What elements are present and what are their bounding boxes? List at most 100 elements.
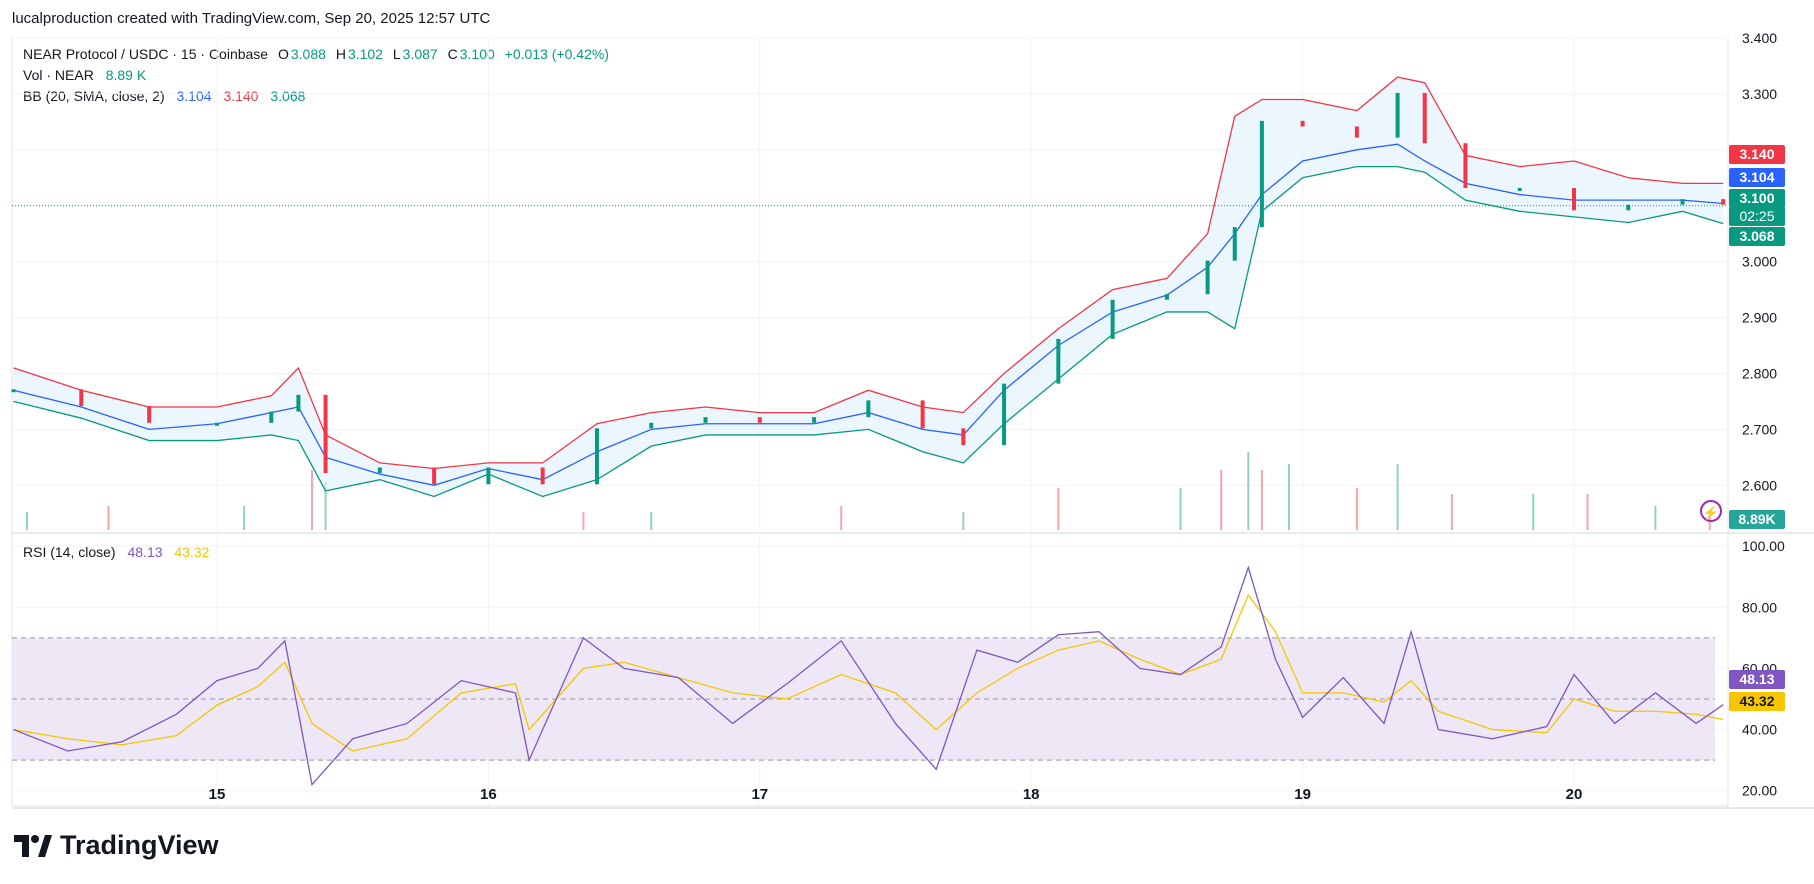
price-candle bbox=[1422, 92, 1427, 144]
bb-basis-value: 3.104 bbox=[176, 88, 212, 104]
bb-basis-line bbox=[13, 143, 1724, 486]
volume-bar bbox=[1396, 464, 1399, 530]
volume-bar bbox=[1247, 452, 1250, 530]
date-tick-label: 17 bbox=[751, 786, 768, 803]
volume-bar bbox=[1288, 464, 1291, 530]
lightning-icon[interactable]: ⚡ bbox=[1700, 500, 1722, 522]
rsi-pane bbox=[12, 565, 1724, 787]
credit-header: lucalproduction created with TradingView… bbox=[12, 10, 491, 27]
volume-bar bbox=[1220, 470, 1223, 530]
bb-band-fill bbox=[13, 77, 1724, 497]
volume-bar bbox=[1654, 506, 1657, 530]
price-candle bbox=[1395, 92, 1400, 138]
price-candle bbox=[1626, 204, 1631, 211]
price-tick-label: 3.300 bbox=[1742, 86, 1777, 102]
rsi-tick-label: 40.00 bbox=[1742, 722, 1777, 738]
volume-bar bbox=[310, 470, 313, 530]
price-candle bbox=[1517, 187, 1522, 191]
date-tick-label: 20 bbox=[1566, 786, 1583, 803]
price-candle bbox=[540, 467, 545, 485]
volume-bar bbox=[1586, 494, 1589, 530]
price-candle bbox=[961, 428, 966, 446]
price-candle bbox=[1300, 120, 1305, 127]
rsi-value: 48.13 bbox=[127, 544, 163, 560]
price-tick-label: 3.000 bbox=[1742, 254, 1777, 270]
volume-label: Vol · NEAR bbox=[23, 67, 94, 83]
rsi-legend[interactable]: RSI (14, close) 48.13 43.32 bbox=[23, 544, 211, 560]
rsi-tick-label: 100.00 bbox=[1742, 538, 1785, 554]
volume-bar bbox=[840, 506, 843, 530]
volume-legend[interactable]: Vol · NEAR 8.89 K bbox=[23, 67, 148, 83]
low-value: 3.087 bbox=[402, 46, 438, 62]
price-candle bbox=[594, 428, 599, 485]
volume-bar bbox=[1260, 470, 1263, 530]
bb-label: BB (20, SMA, close, 2) bbox=[23, 88, 165, 104]
price-candle bbox=[269, 411, 274, 423]
volume-bar bbox=[107, 506, 110, 530]
bb-upper-line bbox=[13, 76, 1724, 470]
price-candle bbox=[79, 389, 84, 406]
open-label: O bbox=[277, 46, 289, 62]
rsi-tick-label: 80.00 bbox=[1742, 599, 1777, 615]
price-candle bbox=[649, 422, 654, 429]
price-candle bbox=[215, 422, 219, 426]
price-candle bbox=[920, 400, 925, 429]
price-tick-label: 2.600 bbox=[1742, 477, 1777, 493]
change-value: +0.013 (+0.42%) bbox=[504, 46, 609, 62]
price-candle bbox=[1110, 299, 1115, 339]
price-candle bbox=[147, 406, 152, 423]
basis-tag: 3.104 bbox=[1729, 168, 1785, 187]
rsi-tag: 48.13 bbox=[1729, 670, 1785, 689]
price-candle bbox=[1680, 199, 1685, 205]
volume-value: 8.89 K bbox=[105, 67, 147, 83]
date-tick-label: 19 bbox=[1294, 786, 1311, 803]
price-candle bbox=[703, 417, 708, 423]
price-pane bbox=[11, 76, 1728, 498]
symbol-name: NEAR Protocol / USDC · 15 · Coinbase bbox=[23, 46, 269, 62]
price-candle bbox=[1002, 383, 1007, 446]
volume-bar bbox=[650, 512, 653, 530]
date-tick-label: 18 bbox=[1023, 786, 1040, 803]
open-value: 3.088 bbox=[290, 46, 326, 62]
bb-lower-value: 3.068 bbox=[270, 88, 306, 104]
price-candle bbox=[1232, 227, 1237, 261]
rsi-ma-value: 43.32 bbox=[174, 544, 210, 560]
bb-legend[interactable]: BB (20, SMA, close, 2) 3.104 3.140 3.068 bbox=[23, 88, 307, 104]
bb-upper-value: 3.140 bbox=[223, 88, 259, 104]
rsi-line bbox=[13, 565, 1724, 787]
close-label: C bbox=[447, 46, 458, 62]
price-tick-label: 2.900 bbox=[1742, 310, 1777, 326]
price-candle bbox=[296, 394, 301, 412]
high-value: 3.102 bbox=[347, 46, 383, 62]
volume-bar bbox=[962, 512, 965, 530]
price-candle bbox=[812, 417, 817, 423]
volume-bar bbox=[243, 506, 246, 530]
last-price-tag: 3.100 bbox=[1729, 189, 1785, 208]
price-candle bbox=[1354, 126, 1359, 138]
upper-band-tag: 3.140 bbox=[1729, 145, 1785, 164]
rsi-tick-label: 20.00 bbox=[1742, 783, 1777, 799]
date-tick-label: 16 bbox=[480, 786, 497, 803]
rsi-label: RSI (14, close) bbox=[23, 544, 116, 560]
price-candle bbox=[1463, 143, 1468, 188]
price-tick-label: 2.800 bbox=[1742, 365, 1777, 381]
brand-name: TradingView bbox=[60, 830, 219, 860]
price-candle bbox=[866, 400, 871, 418]
volume-bar bbox=[1450, 494, 1453, 530]
rsi-ma-tag: 43.32 bbox=[1729, 692, 1785, 711]
countdown-tag: 02:25 bbox=[1729, 207, 1785, 226]
symbol-legend[interactable]: NEAR Protocol / USDC · 15 · Coinbase O 3.… bbox=[23, 46, 611, 62]
price-candle bbox=[377, 467, 382, 474]
tradingview-logo[interactable]: TradingView bbox=[14, 830, 219, 861]
bb-lower-line bbox=[13, 165, 1724, 498]
price-candle bbox=[1164, 294, 1169, 300]
volume-bar bbox=[1355, 488, 1358, 530]
price-candle bbox=[432, 467, 437, 485]
volume-bars bbox=[26, 452, 1711, 530]
low-label: L bbox=[392, 46, 401, 62]
price-candle bbox=[11, 389, 16, 393]
price-tick-label: 3.400 bbox=[1742, 30, 1777, 46]
lower-band-tag: 3.068 bbox=[1729, 227, 1785, 246]
price-candle bbox=[757, 417, 762, 423]
